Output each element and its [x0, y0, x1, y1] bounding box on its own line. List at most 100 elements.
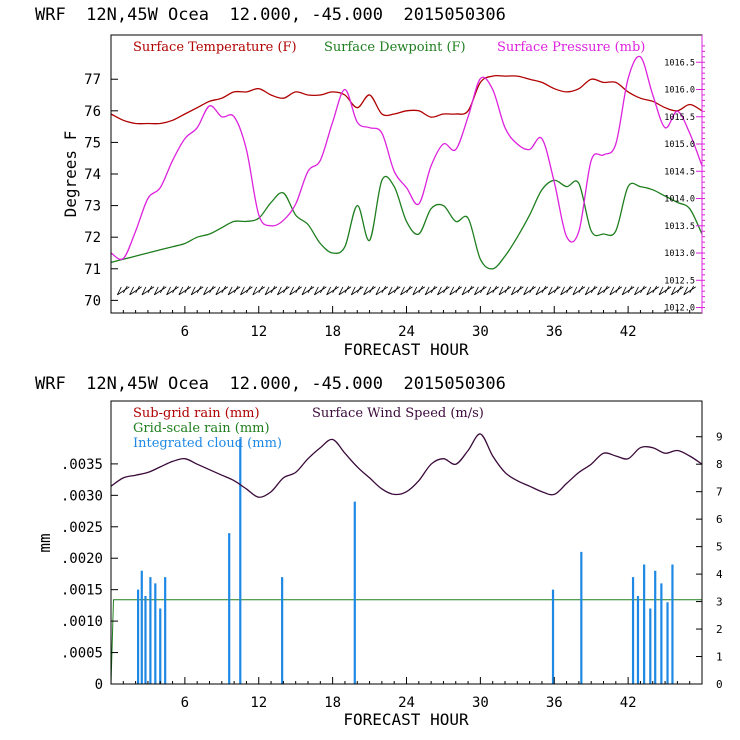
wind-barb [227, 285, 241, 296]
wind-barb [547, 285, 561, 296]
legend-subgrid-rain: Sub-grid rain (mm) [133, 406, 260, 421]
wind-barb [203, 285, 216, 296]
top-y-tick-label-74: 74 [84, 167, 101, 183]
bottom-panel: WRF 12N,45W Ocea 12.000, -45.000 2015050… [35, 374, 723, 729]
bottom-header: WRF 12N,45W Ocea 12.000, -45.000 2015050… [35, 374, 506, 394]
wind-barb [129, 285, 142, 296]
top-y2-tick-label: 1016.5 [664, 58, 695, 68]
bottom-y-tick-label: .0030 [61, 488, 103, 504]
wind-barbs [116, 285, 696, 296]
wind-barb [301, 285, 315, 296]
top-y2-tick-label: 1013.5 [664, 222, 695, 232]
bottom-y2-tick-label: 5 [716, 541, 723, 554]
bottom-y2-tick-label: 4 [716, 568, 723, 581]
legend-surface-dewpoint: Surface Dewpoint (F) [324, 40, 466, 55]
top-x-tick-label-30: 30 [472, 324, 489, 340]
wind-barb [240, 285, 253, 296]
top-x-tick-label-12: 12 [250, 324, 267, 340]
wind-barb [252, 285, 265, 296]
bottom-y2-tick-label: 1 [716, 651, 723, 664]
wind-barb [375, 285, 389, 296]
bottom-x-tick-label-24: 24 [398, 695, 415, 711]
wind-barb [461, 285, 475, 296]
top-x-tick-label-18: 18 [324, 324, 341, 340]
bottom-y-tick-label: .0005 [61, 646, 103, 662]
top-y-tick-label-76: 76 [84, 104, 101, 120]
bottom-y-tick-label: .0025 [61, 520, 103, 536]
top-y2-tick-label: 1012.0 [664, 304, 695, 314]
bottom-y2-tick-label: 2 [716, 623, 723, 636]
wind-barb [646, 285, 659, 296]
bottom-x-tick-label-18: 18 [324, 695, 341, 711]
top-y-tick-label-73: 73 [84, 199, 101, 215]
top-x-tick-label-6: 6 [181, 324, 189, 340]
wind-barb [326, 285, 339, 296]
temperature-line [110, 74, 703, 125]
wind-barb [584, 285, 598, 296]
bottom-axes: 6 12 18 24 30 36 420.0005.0010.0015.0020.0025.… [61, 431, 723, 711]
wind-barb [277, 285, 290, 296]
wind-barb [190, 285, 204, 296]
top-axes: 6 12 18 24 30 36 42 70 71 72 73 74 75 76 77 1012.0 1012.… [84, 35, 705, 340]
top-x-tick-label-36: 36 [546, 324, 563, 340]
top-y-axis-label: Degrees F [61, 131, 80, 218]
wind-barb [572, 285, 586, 296]
pressure-line [110, 55, 703, 260]
bottom-x-tick-label-6: 6 [181, 695, 189, 711]
gridscale-rain-line [110, 599, 702, 685]
wind-barb [474, 285, 487, 296]
wind-barb [449, 285, 462, 296]
wind-barb [141, 285, 155, 296]
wind-barb [350, 285, 364, 296]
top-y2-tick-label: 1014.0 [664, 195, 695, 205]
wind-barb [338, 285, 352, 296]
wind-barb [560, 285, 573, 296]
wind-barb [597, 285, 610, 296]
bottom-x-tick-label-30: 30 [472, 695, 489, 711]
wind-barb [621, 285, 635, 296]
top-y2-tick-label: 1015.5 [664, 113, 695, 123]
top-x-tick-label-24: 24 [398, 324, 415, 340]
top-series-layer [110, 55, 703, 270]
wind-barb [363, 285, 376, 296]
wind-barb [387, 285, 401, 296]
wind-barb [178, 285, 192, 296]
wind-barb [498, 285, 512, 296]
top-x-tick-label-42: 42 [620, 324, 637, 340]
bottom-y2-tick-label: 3 [716, 596, 723, 609]
legend-surface-pressure: Surface Pressure (mb) [497, 40, 645, 55]
bottom-y2-tick-label: 8 [716, 458, 723, 471]
wind-barb [634, 285, 647, 296]
wind-barb [535, 285, 549, 296]
bottom-y-tick-label: .0020 [61, 551, 103, 567]
legend-surface-wind-speed: Surface Wind Speed (m/s) [312, 406, 484, 421]
legend-surface-temperature: Surface Temperature (F) [133, 40, 297, 55]
wind-barb [683, 285, 696, 296]
wind-barb [166, 285, 179, 296]
wind-barb [289, 285, 302, 296]
dewpoint-line [110, 175, 703, 270]
top-x-axis-label: FORECAST HOUR [343, 340, 469, 359]
wind-barb [424, 285, 438, 296]
legend-integrated-cloud: Integrated cloud (mm) [133, 436, 282, 451]
top-y2-tick-label: 1016.0 [664, 86, 695, 96]
top-y-tick-label-70: 70 [84, 293, 101, 309]
bottom-x-tick-label-36: 36 [546, 695, 563, 711]
bottom-y2-tick-label: 6 [716, 513, 723, 526]
wind-barb [609, 285, 623, 296]
wind-barb [658, 285, 672, 296]
bottom-y2-tick-label: 9 [716, 431, 723, 444]
top-y2-tick-label: 1012.5 [664, 276, 695, 286]
bottom-y2-tick-label: 0 [716, 678, 723, 691]
top-header: WRF 12N,45W Ocea 12.000, -45.000 2015050… [35, 5, 506, 25]
wind-barb [412, 285, 426, 296]
top-y2-tick-label: 1015.0 [664, 140, 695, 150]
top-panel: WRF 12N,45W Ocea 12.000, -45.000 2015050… [35, 5, 705, 359]
bottom-x-axis-label: FORECAST HOUR [343, 710, 469, 729]
top-y2-tick-label: 1014.5 [664, 167, 695, 177]
wind-barb [215, 285, 229, 296]
wind-barb [153, 285, 167, 296]
wind-barb [313, 285, 327, 296]
wind-speed-line [110, 433, 703, 498]
